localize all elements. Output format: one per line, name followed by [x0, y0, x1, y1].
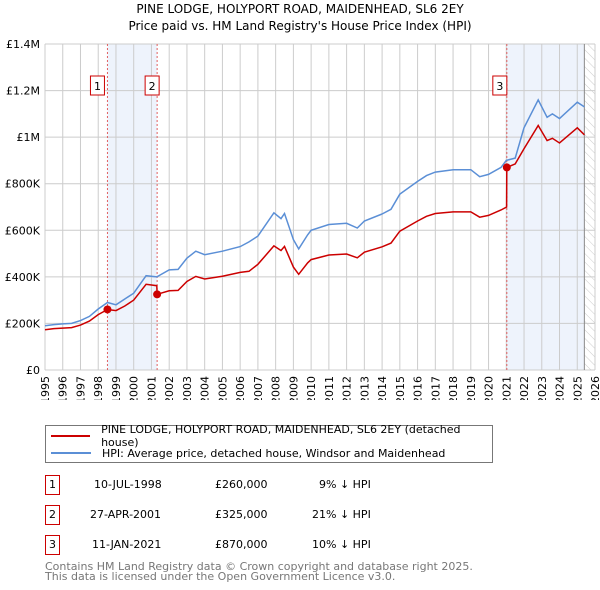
sale-hpi-diff: 10% ↓ HPI — [312, 538, 371, 551]
legend-label-hpi: HPI: Average price, detached house, Wind… — [102, 446, 446, 460]
sale-row-1: 1 10-JUL-1998 £260,000 9% ↓ HPI — [45, 475, 445, 495]
series-hpi-line — [44, 98, 585, 327]
legend-item-hpi: HPI: Average price, detached house, Wind… — [51, 445, 445, 461]
footer-copyright: Contains HM Land Registry data © Crown c… — [45, 560, 473, 573]
x-tick-label: 2003 — [181, 376, 194, 400]
x-tick-label: 2004 — [199, 376, 212, 400]
x-tick-label: 2002 — [163, 376, 176, 400]
x-tick-label: 2019 — [465, 376, 478, 400]
x-tick-label: 1997 — [74, 376, 87, 400]
x-tick-label: 2012 — [341, 376, 354, 400]
x-tick-label: 2021 — [500, 376, 513, 400]
x-tick-label: 1995 — [39, 376, 52, 400]
x-tick-label: 2001 — [145, 376, 158, 400]
x-tick-label: 2000 — [128, 376, 141, 400]
x-tick-label: 1996 — [57, 376, 70, 400]
x-tick-label: 2014 — [376, 376, 389, 400]
sale-3-badge-label: 3 — [496, 80, 503, 93]
x-tick-label: 2022 — [518, 376, 531, 400]
x-tick-label: 2005 — [216, 376, 229, 400]
sale-1-badge-label: 1 — [94, 80, 101, 93]
sale-date: 27-APR-2001 — [90, 508, 162, 521]
sale-date: 11-JAN-2021 — [92, 538, 162, 551]
sale-1-point — [103, 305, 112, 314]
x-tick-label: 1999 — [110, 376, 123, 400]
legend-swatch-property — [51, 435, 91, 437]
y-tick-label: £200K — [5, 317, 41, 330]
x-tick-label: 2025 — [571, 376, 584, 400]
y-tick-label: £800K — [5, 178, 41, 191]
y-tick-label: £1.4M — [6, 38, 40, 51]
x-tick-label: 1998 — [92, 376, 105, 400]
x-tick-label: 2026 — [589, 376, 600, 400]
sale-1-badge — [89, 75, 105, 96]
sale-2-badge-label: 2 — [149, 80, 156, 93]
sale-3-badge — [492, 75, 508, 96]
legend-swatch-hpi — [51, 452, 91, 454]
ownership-shade-3 — [506, 44, 585, 370]
x-tick-label: 2010 — [305, 376, 318, 400]
series-property-line — [44, 124, 585, 331]
price-chart: 1995 1996 1997 1998 1999 2000 2001 2002 2003 2004… — [5, 38, 600, 400]
future-hatch — [584, 44, 595, 370]
x-tick-label: 2018 — [447, 376, 460, 400]
x-tick-label: 2016 — [412, 376, 425, 400]
x-tick-label: 2011 — [323, 376, 336, 400]
x-tick-label: 2020 — [483, 376, 496, 400]
x-tick-label: 2009 — [287, 376, 300, 400]
sale-marker-badge: 3 — [45, 535, 60, 555]
legend-item-property: PINE LODGE, HOLYPORT ROAD, MAIDENHEAD, S… — [51, 423, 492, 449]
x-tick-label: 2024 — [554, 376, 567, 400]
sale-row-2: 2 27-APR-2001 £325,000 21% ↓ HPI — [45, 505, 445, 525]
y-tick-label: £600K — [5, 224, 41, 237]
sale-2-badge — [144, 75, 160, 96]
sale-marker-badge: 2 — [45, 505, 60, 525]
x-tick-label: 2017 — [429, 376, 442, 400]
y-tick-label: £0 — [26, 364, 40, 377]
chart-subtitle: Price paid vs. HM Land Registry's House … — [128, 19, 472, 33]
chart-title: PINE LODGE, HOLYPORT ROAD, MAIDENHEAD, S… — [136, 2, 464, 16]
y-tick-label: £1.2M — [6, 85, 40, 98]
x-tick-label: 2008 — [270, 376, 283, 400]
x-tick-label: 2006 — [234, 376, 247, 400]
sale-price: £260,000 — [215, 478, 268, 491]
sale-price: £325,000 — [215, 508, 268, 521]
sale-date: 10-JUL-1998 — [94, 478, 162, 491]
footer-licence: This data is licensed under the Open Gov… — [45, 570, 396, 583]
x-tick-label: 2007 — [252, 376, 265, 400]
sale-3-point — [502, 163, 511, 172]
y-tick-label: £1M — [17, 131, 41, 144]
sale-marker-badge: 1 — [45, 475, 60, 495]
sale-hpi-diff: 9% ↓ HPI — [319, 478, 371, 491]
x-tick-label: 2015 — [394, 376, 407, 400]
y-tick-label: £400K — [5, 271, 41, 284]
sale-hpi-diff: 21% ↓ HPI — [312, 508, 371, 521]
sale-2-point — [153, 290, 162, 299]
x-tick-label: 2013 — [358, 376, 371, 400]
legend-label-property: PINE LODGE, HOLYPORT ROAD, MAIDENHEAD, S… — [101, 423, 461, 449]
sale-row-3: 3 11-JAN-2021 £870,000 10% ↓ HPI — [45, 535, 445, 555]
sale-price: £870,000 — [215, 538, 268, 551]
x-tick-label: 2023 — [536, 376, 549, 400]
legend: PINE LODGE, HOLYPORT ROAD, MAIDENHEAD, S… — [45, 423, 493, 463]
